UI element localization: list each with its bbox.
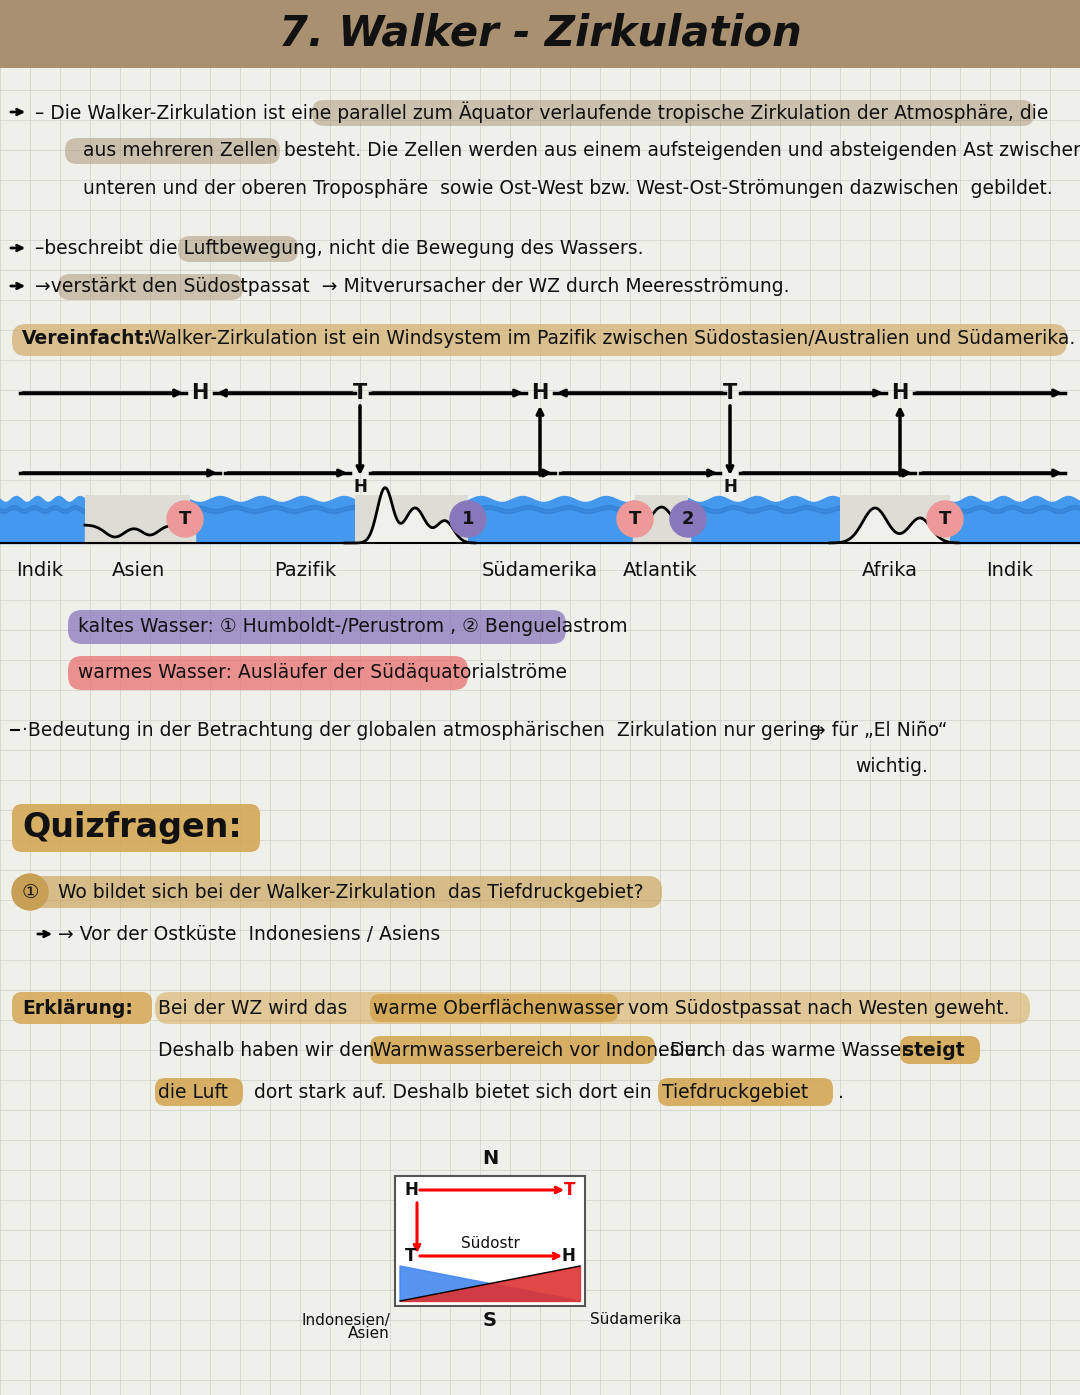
Text: steigt: steigt	[903, 1041, 964, 1059]
Text: . Durch das warme Wasser: . Durch das warme Wasser	[658, 1041, 915, 1059]
FancyBboxPatch shape	[370, 1036, 654, 1064]
Text: dort stark auf. Deshalb bietet sich dort ein: dort stark auf. Deshalb bietet sich dort…	[248, 1083, 658, 1102]
Text: wichtig.: wichtig.	[855, 756, 928, 776]
Text: →verstärkt den Südostpassat  → Mitverursacher der WZ durch Meeresströmung.: →verstärkt den Südostpassat → Mitverursa…	[35, 276, 789, 296]
Text: ①: ①	[22, 883, 39, 901]
Text: N: N	[482, 1148, 498, 1168]
Text: 2: 2	[681, 511, 694, 527]
FancyBboxPatch shape	[12, 992, 152, 1024]
Circle shape	[450, 501, 486, 537]
Text: Indik: Indik	[16, 562, 64, 580]
Text: kaltes Wasser: ① Humboldt-/Perustrom , ② Benguelastrom: kaltes Wasser: ① Humboldt-/Perustrom , ②…	[78, 618, 627, 636]
FancyBboxPatch shape	[65, 138, 280, 165]
Polygon shape	[400, 1267, 580, 1302]
Text: Deshalb haben wir den: Deshalb haben wir den	[158, 1041, 380, 1059]
Text: Warmwasserbereich vor Indonesien: Warmwasserbereich vor Indonesien	[373, 1041, 708, 1059]
Bar	[0, 0, 1080, 68]
Bar	[85, 495, 190, 543]
Text: Asien: Asien	[111, 562, 164, 580]
Text: Indonesien/: Indonesien/	[301, 1313, 390, 1328]
FancyBboxPatch shape	[178, 236, 298, 262]
FancyBboxPatch shape	[370, 995, 618, 1023]
Text: Walker-Zirkulation ist ein Windsystem im Pazifik zwischen Südostasien/Australien: Walker-Zirkulation ist ein Windsystem im…	[148, 328, 1076, 347]
Text: ·Bedeutung in der Betrachtung der globalen atmosphärischen  Zirkulation nur geri: ·Bedeutung in der Betrachtung der global…	[22, 720, 821, 739]
FancyBboxPatch shape	[12, 876, 662, 908]
Text: die Luft: die Luft	[158, 1083, 228, 1102]
Text: warme Oberflächenwasser: warme Oberflächenwasser	[373, 999, 624, 1017]
Circle shape	[617, 501, 653, 537]
Text: T: T	[629, 511, 642, 527]
Text: H: H	[562, 1247, 575, 1265]
Text: Atlantik: Atlantik	[623, 562, 698, 580]
Text: T: T	[723, 384, 738, 403]
Text: unteren und der oberen Troposphäre  sowie Ost-West bzw. West-Ost-Strömungen dazw: unteren und der oberen Troposphäre sowie…	[65, 179, 1053, 198]
Text: H: H	[891, 384, 908, 403]
Text: Südamerika: Südamerika	[590, 1313, 681, 1328]
Text: Südamerika: Südamerika	[482, 562, 598, 580]
FancyBboxPatch shape	[156, 1078, 243, 1106]
FancyBboxPatch shape	[900, 1036, 980, 1064]
Text: T: T	[405, 1247, 417, 1265]
Text: Afrika: Afrika	[862, 562, 918, 580]
Text: Wo bildet sich bei der Walker-Zirkulation  das Tiefdruckgebiet?: Wo bildet sich bei der Walker-Zirkulatio…	[58, 883, 644, 901]
FancyBboxPatch shape	[156, 992, 1030, 1024]
FancyBboxPatch shape	[12, 324, 1067, 356]
Text: T: T	[939, 511, 951, 527]
Text: vom Südostpassat nach Westen geweht.: vom Südostpassat nach Westen geweht.	[622, 999, 1010, 1017]
FancyBboxPatch shape	[658, 1078, 833, 1106]
Text: → für „El Niño“: → für „El Niño“	[810, 720, 947, 739]
Circle shape	[12, 875, 48, 910]
Bar	[840, 495, 950, 543]
Circle shape	[167, 501, 203, 537]
Text: → Vor der Ostküste  Indonesiens / Asiens: → Vor der Ostküste Indonesiens / Asiens	[58, 925, 441, 943]
Text: Tiefdruckgebiet: Tiefdruckgebiet	[662, 1083, 808, 1102]
Text: 1: 1	[462, 511, 474, 527]
FancyBboxPatch shape	[68, 656, 468, 691]
Text: –beschreibt die Luftbewegung, nicht die Bewegung des Wassers.: –beschreibt die Luftbewegung, nicht die …	[35, 239, 644, 258]
Text: Vereinfacht:: Vereinfacht:	[22, 328, 152, 347]
Bar	[355, 495, 468, 543]
Text: aus mehreren Zellen besteht. Die Zellen werden aus einem aufsteigenden und abste: aus mehreren Zellen besteht. Die Zellen …	[65, 141, 1080, 159]
Circle shape	[670, 501, 706, 537]
Text: .: .	[838, 1083, 843, 1102]
Text: H: H	[724, 478, 737, 497]
Text: Erklärung:: Erklärung:	[22, 999, 133, 1017]
Text: Indik: Indik	[986, 562, 1034, 580]
Text: warmes Wasser: Ausläufer der Südäquatorialströme: warmes Wasser: Ausläufer der Südäquatori…	[78, 664, 567, 682]
FancyBboxPatch shape	[312, 100, 1034, 126]
Text: – Die Walker-Zirkulation ist eine parallel zum Äquator verlaufende tropische Zir: – Die Walker-Zirkulation ist eine parall…	[35, 102, 1049, 123]
Text: Quizfragen:: Quizfragen:	[22, 812, 242, 844]
Text: T: T	[179, 511, 191, 527]
Text: H: H	[353, 478, 367, 497]
Text: H: H	[191, 384, 208, 403]
Bar	[395, 1176, 585, 1306]
Text: Südostr: Südostr	[460, 1236, 519, 1251]
Circle shape	[927, 501, 963, 537]
Text: T: T	[353, 384, 367, 403]
FancyBboxPatch shape	[12, 804, 260, 852]
Text: 7. Walker - Zirkulation: 7. Walker - Zirkulation	[279, 13, 801, 54]
Text: Bei der WZ wird das: Bei der WZ wird das	[158, 999, 353, 1017]
Text: T: T	[564, 1182, 575, 1198]
Text: H: H	[405, 1182, 419, 1198]
Text: S: S	[483, 1310, 497, 1329]
FancyBboxPatch shape	[68, 610, 566, 644]
Text: H: H	[531, 384, 549, 403]
Text: Pazifik: Pazifik	[274, 562, 336, 580]
Polygon shape	[400, 1267, 580, 1302]
FancyBboxPatch shape	[58, 273, 243, 300]
Bar	[635, 495, 688, 543]
Text: Asien: Asien	[348, 1327, 390, 1342]
